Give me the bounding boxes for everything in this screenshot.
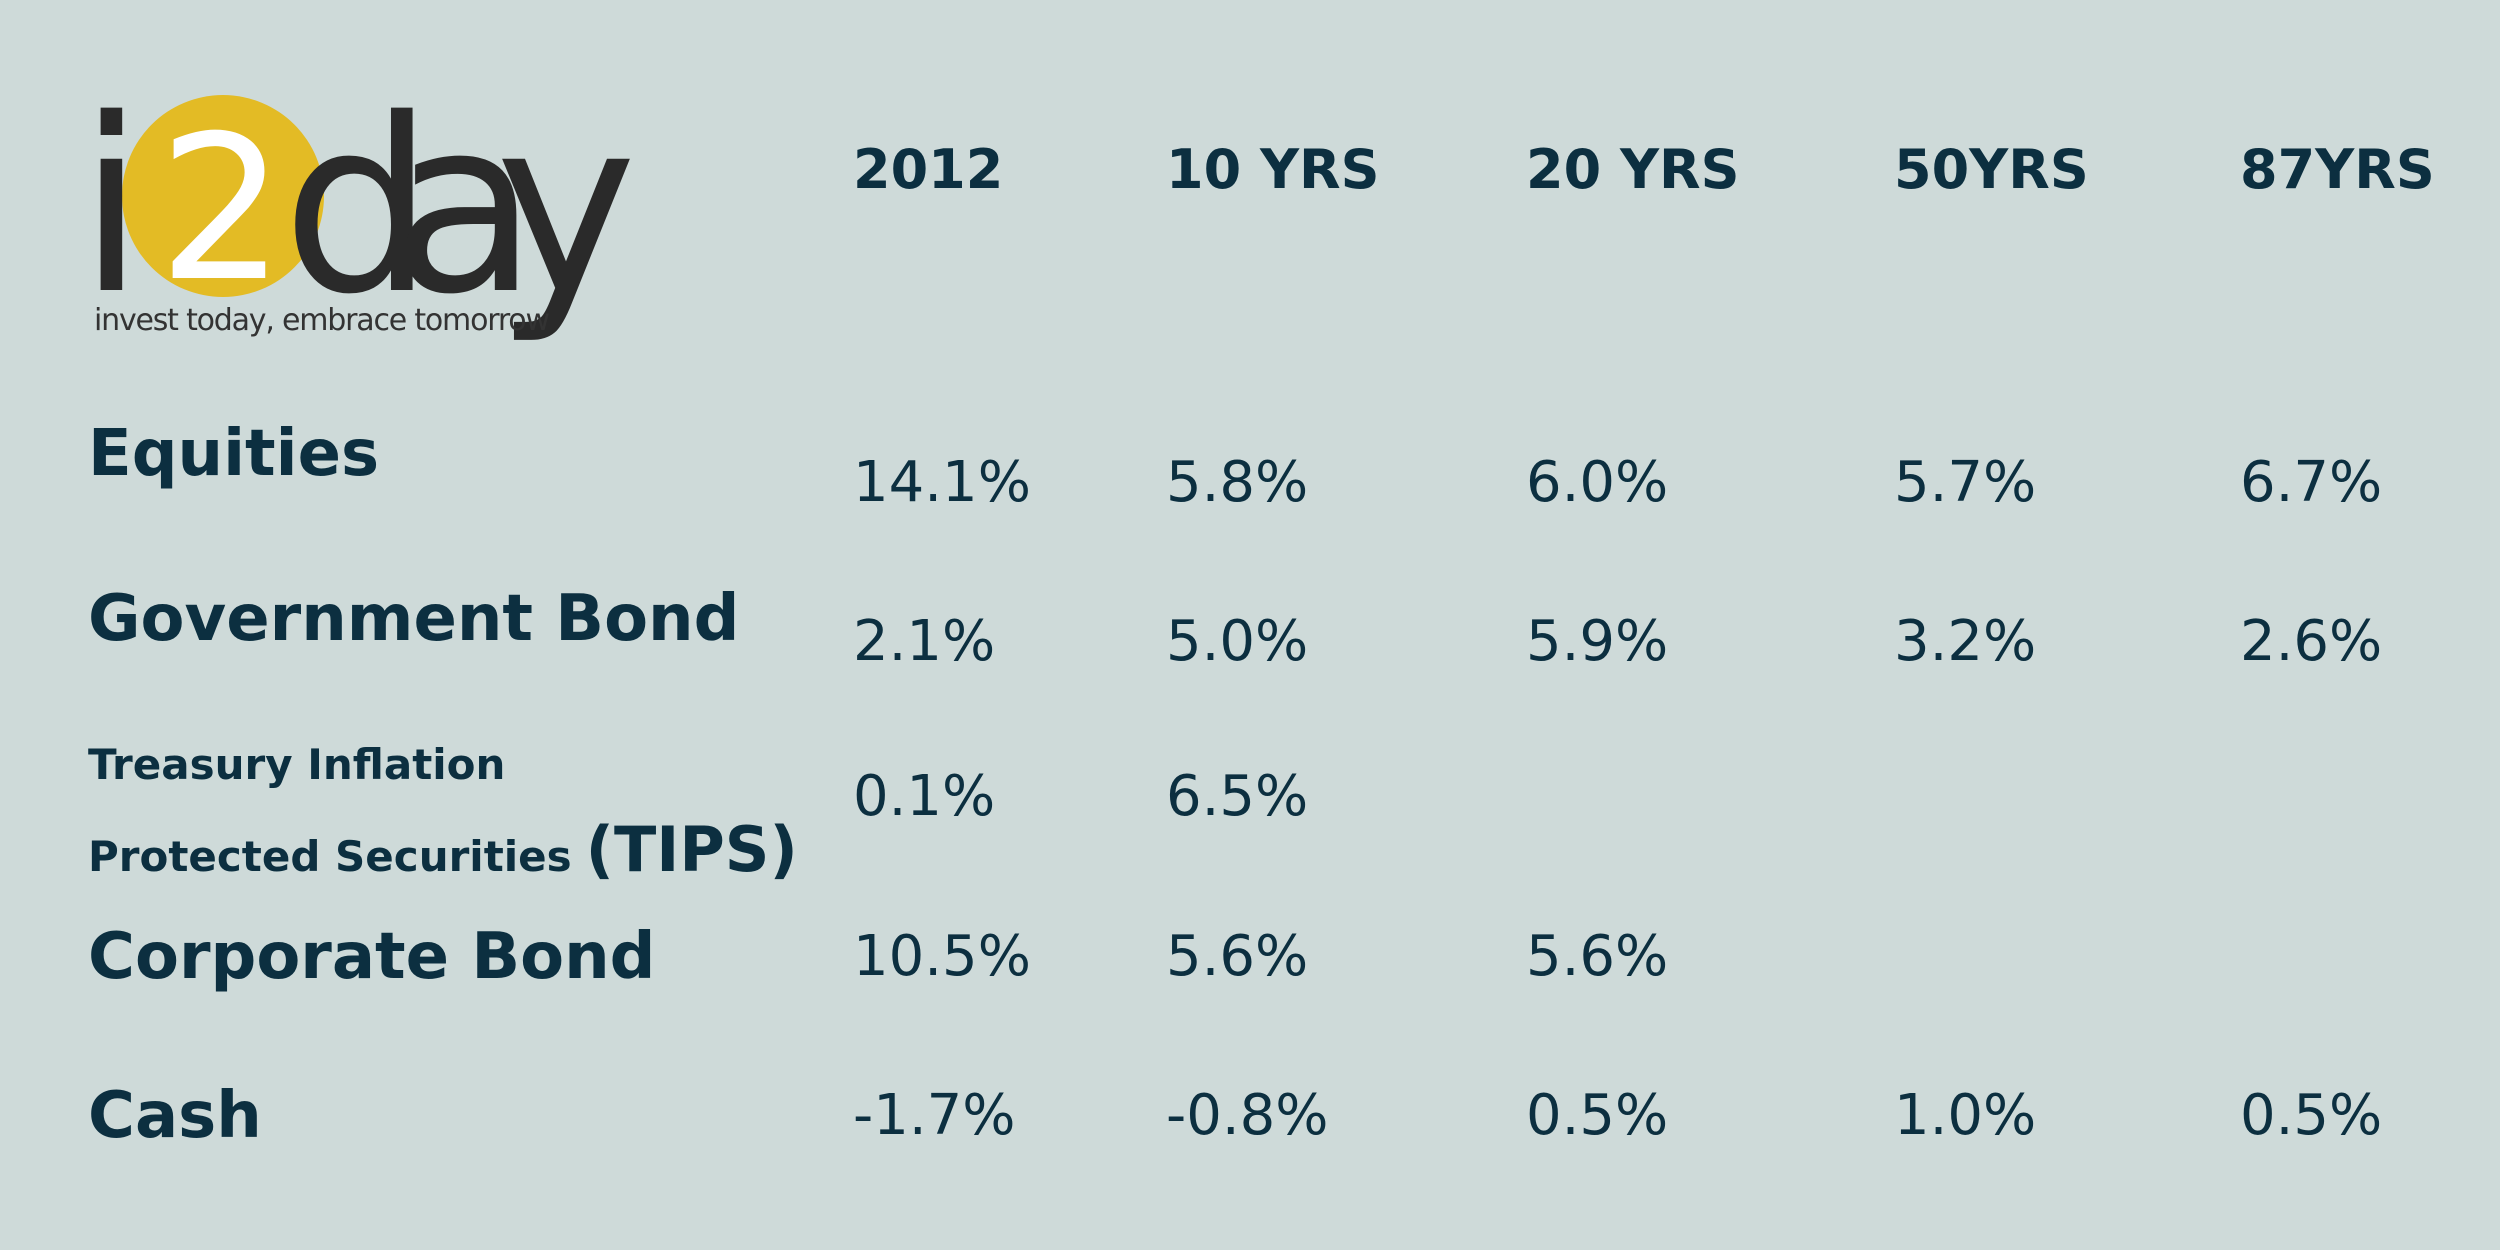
row-label: Government Bond xyxy=(88,582,740,656)
logo-digit: 2 xyxy=(158,93,285,326)
column-header: 2012 xyxy=(853,138,1004,201)
cell-value: 5.7% xyxy=(1894,450,2037,515)
logo-tagline: invest today, embrace tomorrow xyxy=(94,303,550,338)
logo: i 2 day invest today, embrace tomorrow xyxy=(78,67,637,347)
cell-value: 6.5% xyxy=(1166,764,1309,829)
cell-value: -1.7% xyxy=(853,1083,1016,1148)
row-label: Treasury Inflation xyxy=(88,740,506,789)
row-label: Equities xyxy=(88,417,380,491)
column-header: 87YRS xyxy=(2240,138,2435,201)
logo-day: day xyxy=(282,67,637,347)
cell-value: 5.6% xyxy=(1166,924,1309,989)
cell-value: 6.0% xyxy=(1526,450,1669,515)
cell-value: 10.5% xyxy=(853,924,1031,989)
cell-value: 3.2% xyxy=(1894,609,2037,674)
row-label-abbr: (TIPS) xyxy=(585,813,798,886)
cell-value: 5.0% xyxy=(1166,609,1309,674)
cell-value: 5.6% xyxy=(1526,924,1669,989)
row-label: Corporate Bond xyxy=(88,920,656,994)
cell-value: 14.1% xyxy=(853,450,1031,515)
cell-value: 0.5% xyxy=(1526,1083,1669,1148)
column-header: 50YRS xyxy=(1894,138,2089,201)
cell-value: 2.6% xyxy=(2240,609,2383,674)
cell-value: -0.8% xyxy=(1166,1083,1329,1148)
row-label: Protected Securities (TIPS) xyxy=(88,813,798,886)
cell-value: 0.5% xyxy=(2240,1083,2383,1148)
column-header: 20 YRS xyxy=(1526,138,1740,201)
cell-value: 6.7% xyxy=(2240,450,2383,515)
cell-value: 2.1% xyxy=(853,609,996,674)
cell-value: 1.0% xyxy=(1894,1083,2037,1148)
logo-i: i xyxy=(78,67,145,347)
column-header: 10 YRS xyxy=(1166,138,1380,201)
row-label: Cash xyxy=(88,1079,262,1153)
cell-value: 5.8% xyxy=(1166,450,1309,515)
cell-value: 0.1% xyxy=(853,764,996,829)
cell-value: 5.9% xyxy=(1526,609,1669,674)
logo-circle xyxy=(122,95,324,297)
